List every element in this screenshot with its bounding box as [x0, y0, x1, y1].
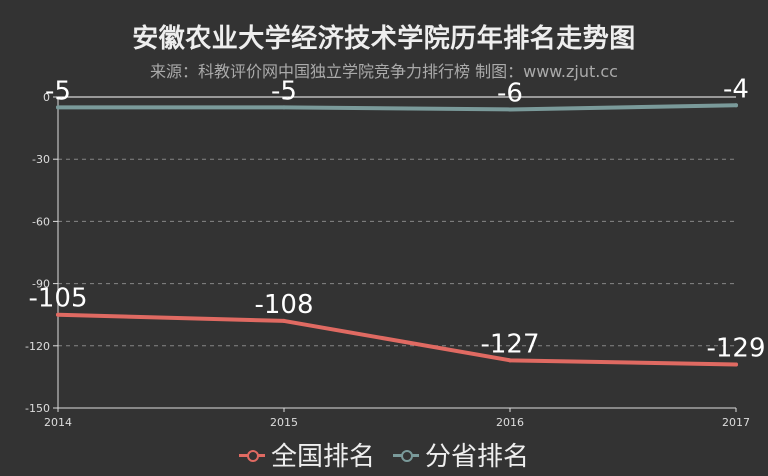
data-point: [282, 318, 286, 323]
data-label: -5: [45, 76, 71, 106]
legend-item-national[interactable]: 全国排名: [238, 436, 375, 473]
legend: 全国排名 分省排名: [0, 436, 768, 473]
y-tick-label: -120: [25, 340, 50, 353]
legend-swatch-province-icon: [393, 442, 419, 468]
series-line-1: [56, 103, 738, 112]
data-point: [56, 312, 60, 317]
y-tick-label: 0: [43, 91, 50, 104]
legend-label-national: 全国排名: [270, 442, 375, 472]
x-tick-label: 2017: [722, 416, 750, 429]
data-point: [508, 107, 512, 112]
legend-swatch-national-icon: [238, 442, 265, 468]
y-tick-label: -60: [32, 215, 50, 228]
x-tick-label: 2015: [270, 416, 298, 429]
legend-item-province[interactable]: 分省排名: [393, 436, 529, 473]
data-point: [734, 362, 738, 367]
data-point: [282, 105, 286, 110]
data-label: -6: [497, 78, 523, 108]
x-tick-label: 2016: [496, 416, 524, 429]
y-tick-label: -90: [32, 278, 50, 291]
data-label: -5: [271, 76, 297, 106]
data-label: -108: [254, 290, 313, 320]
chart-title: 安徽农业大学经济技术学院历年排名走势图: [132, 24, 636, 54]
data-point: [508, 358, 512, 363]
legend-label-province: 分省排名: [425, 442, 530, 472]
y-tick-label: -30: [32, 153, 50, 166]
chart-subtitle: 来源：科教评价网中国独立学院竞争力排行榜 制图：www.zjut.cc: [150, 62, 618, 81]
data-point: [56, 105, 60, 110]
series-line-0: [56, 312, 738, 367]
y-tick-label: -150: [25, 402, 50, 415]
data-label: -105: [28, 284, 87, 314]
x-tick-label: 2014: [44, 416, 72, 429]
data-label: -127: [480, 329, 539, 359]
data-label: -129: [706, 333, 765, 363]
data-point: [734, 103, 738, 108]
data-label: -4: [723, 74, 749, 104]
